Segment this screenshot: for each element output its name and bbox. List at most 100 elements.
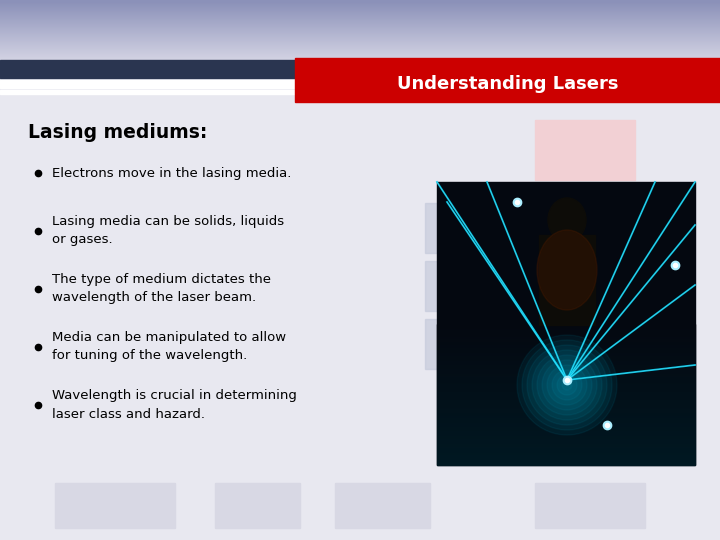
Bar bbox=[437, 410, 695, 411]
Text: Electrons move in the lasing media.: Electrons move in the lasing media. bbox=[52, 166, 292, 179]
Bar bbox=[437, 453, 695, 454]
Bar bbox=[0, 3, 720, 4]
Bar bbox=[437, 416, 695, 417]
Bar bbox=[0, 49, 720, 50]
Bar bbox=[437, 409, 695, 410]
Bar bbox=[437, 325, 695, 326]
Bar bbox=[0, 14, 720, 15]
Bar bbox=[437, 463, 695, 464]
Bar bbox=[437, 427, 695, 428]
Text: The type of medium dictates the
wavelength of the laser beam.: The type of medium dictates the waveleng… bbox=[52, 273, 271, 305]
Bar bbox=[0, 53, 720, 54]
Bar bbox=[437, 369, 695, 370]
Bar bbox=[0, 20, 720, 21]
Bar bbox=[0, 48, 720, 49]
Bar bbox=[437, 423, 695, 424]
Bar bbox=[437, 364, 695, 365]
Bar bbox=[0, 34, 720, 35]
Bar bbox=[0, 27, 720, 28]
Bar bbox=[437, 430, 695, 431]
Bar bbox=[0, 54, 720, 55]
Bar bbox=[437, 372, 695, 373]
Bar bbox=[437, 182, 695, 465]
Bar bbox=[295, 58, 720, 102]
Bar bbox=[437, 405, 695, 406]
Bar bbox=[0, 51, 720, 52]
Bar bbox=[437, 345, 695, 346]
Bar bbox=[437, 371, 695, 372]
Bar bbox=[0, 28, 720, 29]
Bar bbox=[0, 41, 720, 42]
Bar bbox=[0, 21, 720, 22]
Bar bbox=[0, 20, 720, 21]
Bar bbox=[437, 420, 695, 421]
Bar bbox=[0, 46, 720, 47]
Bar bbox=[437, 440, 695, 441]
Bar bbox=[437, 412, 695, 413]
Bar bbox=[437, 398, 695, 399]
Bar bbox=[0, 25, 720, 26]
Bar bbox=[0, 17, 720, 18]
Bar bbox=[425, 319, 483, 369]
Bar bbox=[0, 12, 720, 13]
Bar bbox=[0, 58, 720, 59]
Bar bbox=[0, 45, 720, 46]
Bar bbox=[437, 351, 695, 352]
Bar bbox=[437, 415, 695, 416]
Bar bbox=[0, 56, 720, 57]
Bar bbox=[437, 455, 695, 456]
Bar bbox=[0, 1, 720, 2]
Bar bbox=[437, 352, 695, 353]
Bar bbox=[0, 31, 720, 32]
Bar bbox=[437, 331, 695, 332]
Bar bbox=[437, 337, 695, 338]
Bar bbox=[437, 340, 695, 341]
Bar bbox=[437, 379, 695, 380]
Bar bbox=[0, 80, 295, 88]
Bar bbox=[0, 43, 720, 44]
Bar bbox=[0, 5, 720, 6]
Bar bbox=[0, 44, 720, 45]
Circle shape bbox=[522, 340, 612, 430]
Bar bbox=[437, 377, 695, 378]
Bar bbox=[0, 43, 720, 44]
Bar bbox=[0, 46, 720, 47]
Bar bbox=[0, 50, 720, 51]
Bar bbox=[0, 48, 720, 49]
Bar bbox=[0, 33, 720, 34]
Bar bbox=[0, 2, 720, 3]
Bar bbox=[0, 3, 720, 4]
Bar bbox=[0, 55, 720, 56]
Bar bbox=[0, 9, 720, 10]
Bar bbox=[437, 348, 695, 349]
Bar bbox=[437, 394, 695, 395]
Bar bbox=[437, 373, 695, 374]
Bar bbox=[437, 324, 695, 325]
Circle shape bbox=[532, 350, 602, 420]
Bar bbox=[0, 60, 720, 78]
Bar bbox=[437, 384, 695, 385]
Bar bbox=[0, 30, 720, 31]
Bar bbox=[437, 464, 695, 465]
Bar bbox=[437, 356, 695, 357]
Bar bbox=[437, 339, 695, 340]
Bar bbox=[0, 58, 720, 59]
Bar bbox=[437, 399, 695, 400]
Bar bbox=[437, 434, 695, 435]
Bar bbox=[0, 40, 720, 41]
Bar bbox=[437, 411, 695, 412]
Bar bbox=[0, 21, 720, 22]
Bar bbox=[437, 448, 695, 449]
Bar bbox=[437, 346, 695, 347]
Bar bbox=[437, 361, 695, 362]
Bar bbox=[0, 38, 720, 39]
Bar bbox=[0, 32, 720, 33]
Circle shape bbox=[537, 355, 597, 415]
Bar bbox=[437, 442, 695, 443]
Bar bbox=[437, 432, 695, 433]
Bar bbox=[437, 396, 695, 397]
Bar bbox=[0, 29, 720, 30]
Bar bbox=[0, 39, 720, 40]
Bar bbox=[0, 36, 720, 37]
Bar bbox=[215, 483, 300, 528]
